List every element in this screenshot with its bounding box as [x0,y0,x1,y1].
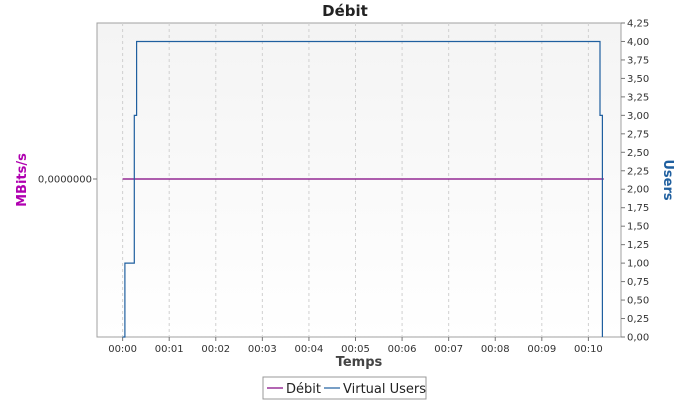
x-tick-label: 00:08 [481,344,510,355]
x-tick-label: 00:07 [434,344,463,355]
right-tick-label: 0,25 [627,314,649,325]
left-tick-label: 0,0000000 [38,175,92,186]
right-tick-label: 4,25 [627,19,649,30]
right-tick-label: 2,50 [627,148,649,159]
x-tick-label: 00:05 [341,344,370,355]
right-tick-label: 3,50 [627,74,649,85]
x-tick-label: 00:02 [201,344,230,355]
plot-area [96,22,622,338]
right-tick-label: 4,00 [627,37,649,48]
right-tick-label: 2,25 [627,166,649,177]
right-tick-label: 0,75 [627,277,649,288]
legend: Débit Virtual Users [262,376,427,400]
legend-label-debit: Débit [286,382,321,397]
series-line-virtual-users [122,40,604,338]
right-tick-label: 1,00 [627,259,649,270]
right-axis-label: Users [660,159,675,201]
right-tick-label: 1,50 [627,222,649,233]
right-tick-label: 3,00 [627,111,649,122]
grid-lines [122,23,589,337]
legend-label-virtual-users: Virtual Users [343,382,426,397]
right-tick-label: 1,75 [627,203,649,214]
right-tick-label: 2,00 [627,185,649,196]
x-tick-label: 00:06 [388,344,417,355]
chart-title: Débit [322,2,368,20]
right-axis-ticks: 0,00 0,25 0,50 0,75 1,00 1,25 1,50 1,75 2,00 2,25… [621,19,649,344]
x-axis-label: Temps [336,355,383,370]
right-tick-label: 3,25 [627,92,649,103]
x-tick-label: 00:01 [155,344,184,355]
left-axis-ticks: 0,0000000 [38,175,97,186]
left-axis-label: MBits/s [15,153,30,207]
legend-box [262,376,427,400]
right-tick-label: 0,00 [627,333,649,344]
x-tick-label: 00:04 [295,344,324,355]
right-tick-label: 3,75 [627,55,649,66]
x-axis-ticks: 00:00 00:01 00:02 00:03 00:04 00:05 00:06 00:07… [108,337,603,355]
x-tick-label: 00:00 [108,344,137,355]
x-tick-label: 00:09 [527,344,556,355]
series-lines [122,40,604,338]
right-tick-label: 1,25 [627,240,649,251]
x-tick-label: 00:03 [248,344,277,355]
x-tick-label: 00:10 [574,344,603,355]
right-tick-label: 2,75 [627,129,649,140]
right-tick-label: 0,50 [627,296,649,307]
